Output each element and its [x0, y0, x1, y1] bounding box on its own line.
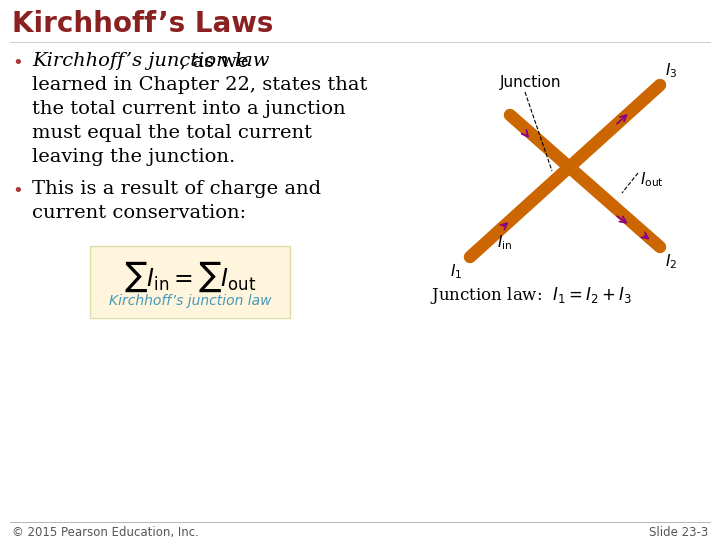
Text: leaving the junction.: leaving the junction.	[32, 148, 235, 166]
Text: $I_{\mathrm{out}}$: $I_{\mathrm{out}}$	[640, 170, 664, 188]
Text: Junction law:  $I_1 = I_2 + I_3$: Junction law: $I_1 = I_2 + I_3$	[430, 285, 632, 306]
Text: Kirchhoff’s Laws: Kirchhoff’s Laws	[12, 10, 274, 38]
Text: current conservation:: current conservation:	[32, 204, 246, 222]
Text: Slide 23-3: Slide 23-3	[649, 526, 708, 539]
Text: $I_3$: $I_3$	[665, 62, 678, 80]
Text: © 2015 Pearson Education, Inc.: © 2015 Pearson Education, Inc.	[12, 526, 199, 539]
Text: This is a result of charge and: This is a result of charge and	[32, 180, 321, 198]
Text: Kirchhoff’s junction law: Kirchhoff’s junction law	[109, 294, 271, 308]
Text: Junction: Junction	[500, 75, 562, 90]
Text: $I_1$: $I_1$	[450, 262, 462, 281]
Text: $\sum I_{\mathrm{in}} = \sum I_{\mathrm{out}}$: $\sum I_{\mathrm{in}} = \sum I_{\mathrm{…	[124, 260, 256, 294]
Text: learned in Chapter 22, states that: learned in Chapter 22, states that	[32, 76, 367, 94]
Text: , as we: , as we	[180, 52, 248, 70]
Text: $I_{\mathrm{in}}$: $I_{\mathrm{in}}$	[498, 233, 513, 252]
Text: Kirchhoff’s junction law: Kirchhoff’s junction law	[32, 52, 269, 70]
Text: $I_2$: $I_2$	[665, 252, 678, 271]
Text: the total current into a junction: the total current into a junction	[32, 100, 346, 118]
Text: •: •	[12, 54, 23, 72]
Text: •: •	[12, 182, 23, 200]
Text: must equal the total current: must equal the total current	[32, 124, 312, 142]
FancyBboxPatch shape	[90, 246, 290, 318]
